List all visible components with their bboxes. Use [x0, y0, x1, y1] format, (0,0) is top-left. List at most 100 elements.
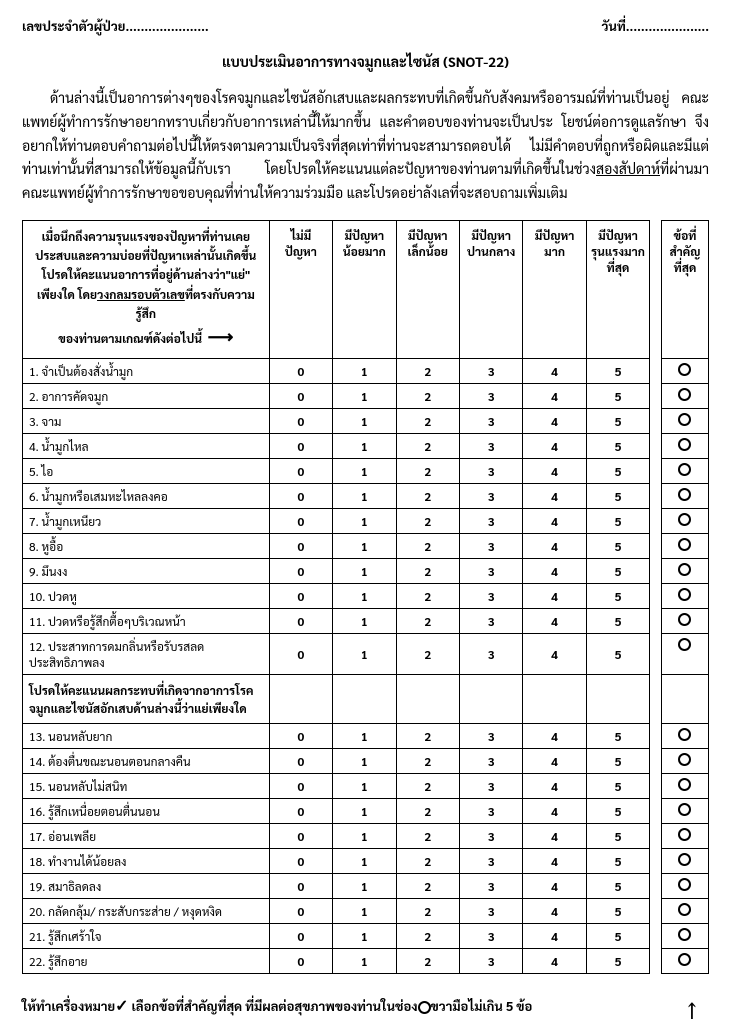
scale-cell[interactable]: 5: [586, 458, 649, 483]
scale-cell[interactable]: 1: [333, 358, 396, 383]
important-circle[interactable]: [661, 433, 708, 458]
scale-cell[interactable]: 3: [459, 558, 522, 583]
scale-cell[interactable]: 5: [586, 633, 649, 674]
scale-cell[interactable]: 4: [523, 873, 586, 898]
scale-cell[interactable]: 4: [523, 633, 586, 674]
scale-cell[interactable]: 2: [396, 483, 459, 508]
important-circle[interactable]: [661, 723, 708, 748]
important-circle[interactable]: [661, 483, 708, 508]
important-circle[interactable]: [661, 823, 708, 848]
scale-cell[interactable]: 5: [586, 583, 649, 608]
scale-cell[interactable]: 2: [396, 358, 459, 383]
scale-cell[interactable]: 0: [269, 848, 332, 873]
scale-cell[interactable]: 2: [396, 898, 459, 923]
scale-cell[interactable]: 5: [586, 823, 649, 848]
scale-cell[interactable]: 3: [459, 358, 522, 383]
scale-cell[interactable]: 2: [396, 873, 459, 898]
scale-cell[interactable]: 5: [586, 358, 649, 383]
scale-cell[interactable]: 3: [459, 873, 522, 898]
scale-cell[interactable]: 4: [523, 533, 586, 558]
scale-cell[interactable]: 1: [333, 533, 396, 558]
scale-cell[interactable]: 0: [269, 508, 332, 533]
scale-cell[interactable]: 1: [333, 508, 396, 533]
scale-cell[interactable]: 5: [586, 533, 649, 558]
scale-cell[interactable]: 4: [523, 583, 586, 608]
important-circle[interactable]: [661, 358, 708, 383]
scale-cell[interactable]: 0: [269, 608, 332, 633]
scale-cell[interactable]: 0: [269, 948, 332, 973]
scale-cell[interactable]: 0: [269, 433, 332, 458]
scale-cell[interactable]: 3: [459, 433, 522, 458]
scale-cell[interactable]: 0: [269, 408, 332, 433]
scale-cell[interactable]: 2: [396, 533, 459, 558]
scale-cell[interactable]: 5: [586, 433, 649, 458]
scale-cell[interactable]: 5: [586, 408, 649, 433]
scale-cell[interactable]: 3: [459, 773, 522, 798]
scale-cell[interactable]: 0: [269, 748, 332, 773]
scale-cell[interactable]: 2: [396, 508, 459, 533]
scale-cell[interactable]: 4: [523, 748, 586, 773]
scale-cell[interactable]: 5: [586, 898, 649, 923]
scale-cell[interactable]: 1: [333, 898, 396, 923]
scale-cell[interactable]: 0: [269, 873, 332, 898]
scale-cell[interactable]: 0: [269, 898, 332, 923]
scale-cell[interactable]: 4: [523, 508, 586, 533]
scale-cell[interactable]: 0: [269, 458, 332, 483]
scale-cell[interactable]: 3: [459, 898, 522, 923]
scale-cell[interactable]: 4: [523, 898, 586, 923]
scale-cell[interactable]: 4: [523, 608, 586, 633]
scale-cell[interactable]: 2: [396, 433, 459, 458]
scale-cell[interactable]: 3: [459, 848, 522, 873]
scale-cell[interactable]: 1: [333, 483, 396, 508]
important-circle[interactable]: [661, 533, 708, 558]
scale-cell[interactable]: 0: [269, 723, 332, 748]
scale-cell[interactable]: 2: [396, 583, 459, 608]
scale-cell[interactable]: 1: [333, 848, 396, 873]
scale-cell[interactable]: 2: [396, 633, 459, 674]
scale-cell[interactable]: 3: [459, 383, 522, 408]
scale-cell[interactable]: 5: [586, 798, 649, 823]
scale-cell[interactable]: 0: [269, 483, 332, 508]
scale-cell[interactable]: 5: [586, 873, 649, 898]
scale-cell[interactable]: 1: [333, 873, 396, 898]
scale-cell[interactable]: 3: [459, 458, 522, 483]
scale-cell[interactable]: 5: [586, 948, 649, 973]
scale-cell[interactable]: 0: [269, 583, 332, 608]
scale-cell[interactable]: 4: [523, 558, 586, 583]
scale-cell[interactable]: 1: [333, 408, 396, 433]
important-circle[interactable]: [661, 948, 708, 973]
scale-cell[interactable]: 4: [523, 483, 586, 508]
scale-cell[interactable]: 1: [333, 823, 396, 848]
scale-cell[interactable]: 0: [269, 533, 332, 558]
scale-cell[interactable]: 5: [586, 483, 649, 508]
scale-cell[interactable]: 2: [396, 748, 459, 773]
scale-cell[interactable]: 1: [333, 923, 396, 948]
scale-cell[interactable]: 1: [333, 558, 396, 583]
important-circle[interactable]: [661, 923, 708, 948]
scale-cell[interactable]: 2: [396, 558, 459, 583]
scale-cell[interactable]: 0: [269, 923, 332, 948]
scale-cell[interactable]: 0: [269, 558, 332, 583]
scale-cell[interactable]: 1: [333, 633, 396, 674]
scale-cell[interactable]: 2: [396, 948, 459, 973]
scale-cell[interactable]: 4: [523, 408, 586, 433]
scale-cell[interactable]: 5: [586, 723, 649, 748]
scale-cell[interactable]: 5: [586, 848, 649, 873]
scale-cell[interactable]: 1: [333, 608, 396, 633]
scale-cell[interactable]: 4: [523, 433, 586, 458]
scale-cell[interactable]: 4: [523, 723, 586, 748]
important-circle[interactable]: [661, 848, 708, 873]
scale-cell[interactable]: 3: [459, 508, 522, 533]
scale-cell[interactable]: 2: [396, 923, 459, 948]
important-circle[interactable]: [661, 873, 708, 898]
scale-cell[interactable]: 4: [523, 823, 586, 848]
scale-cell[interactable]: 5: [586, 558, 649, 583]
scale-cell[interactable]: 2: [396, 383, 459, 408]
important-circle[interactable]: [661, 773, 708, 798]
scale-cell[interactable]: 2: [396, 408, 459, 433]
important-circle[interactable]: [661, 898, 708, 923]
scale-cell[interactable]: 0: [269, 383, 332, 408]
scale-cell[interactable]: 0: [269, 773, 332, 798]
scale-cell[interactable]: 3: [459, 483, 522, 508]
scale-cell[interactable]: 1: [333, 748, 396, 773]
